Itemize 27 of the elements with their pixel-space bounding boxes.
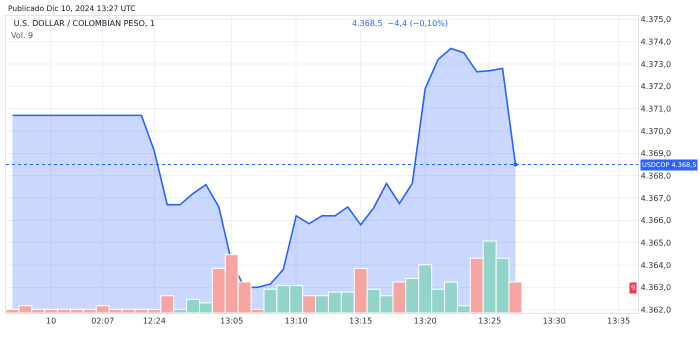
x-tick-label: 13:25 [478, 316, 502, 326]
y-tick-label: 4.367,0 [640, 194, 672, 203]
x-tick-label: 13:15 [349, 316, 372, 326]
x-tick-label: 13:05 [220, 316, 244, 326]
y-tick-label: 4.370,0 [640, 126, 672, 136]
y-tick-label: 4.364,0 [640, 260, 672, 270]
x-tick-label: 13:35 [607, 316, 630, 326]
x-tick-label: 13:20 [414, 316, 437, 326]
y-tick-label: 4.365,0 [640, 238, 672, 248]
y-tick-label: 4.368,0 [640, 171, 672, 180]
y-tick-label: 4.362,0 [640, 305, 672, 314]
annotation: 4.368,5 −4,4 (−0,10%) [352, 19, 448, 28]
y-tick-label: 4.369,0 [640, 149, 672, 158]
y-tick-label: 4.363,0 [640, 283, 672, 292]
annotation: Vol. 9 [11, 31, 34, 40]
y-tick-label: 4.371,0 [640, 104, 672, 114]
y-tick-label: 4.375,0 [640, 15, 672, 24]
x-tick-label: 13:30 [542, 316, 566, 326]
x-tick-label: 02:07 [91, 316, 114, 326]
chart-title: U.S. DOLLAR / COLOMBIAN PESO, 1 [14, 19, 156, 28]
x-tick-label: 10 [46, 316, 56, 326]
x-tick-label: 12:24 [142, 316, 166, 326]
y-tick-label: 4.372,0 [640, 82, 672, 92]
y-tick-label: 4.366,0 [640, 216, 672, 226]
y-tick-label: 4.374,0 [640, 37, 672, 46]
x-tick-label: 13:10 [284, 316, 308, 326]
y-tick-label: 4.373,0 [640, 60, 672, 69]
